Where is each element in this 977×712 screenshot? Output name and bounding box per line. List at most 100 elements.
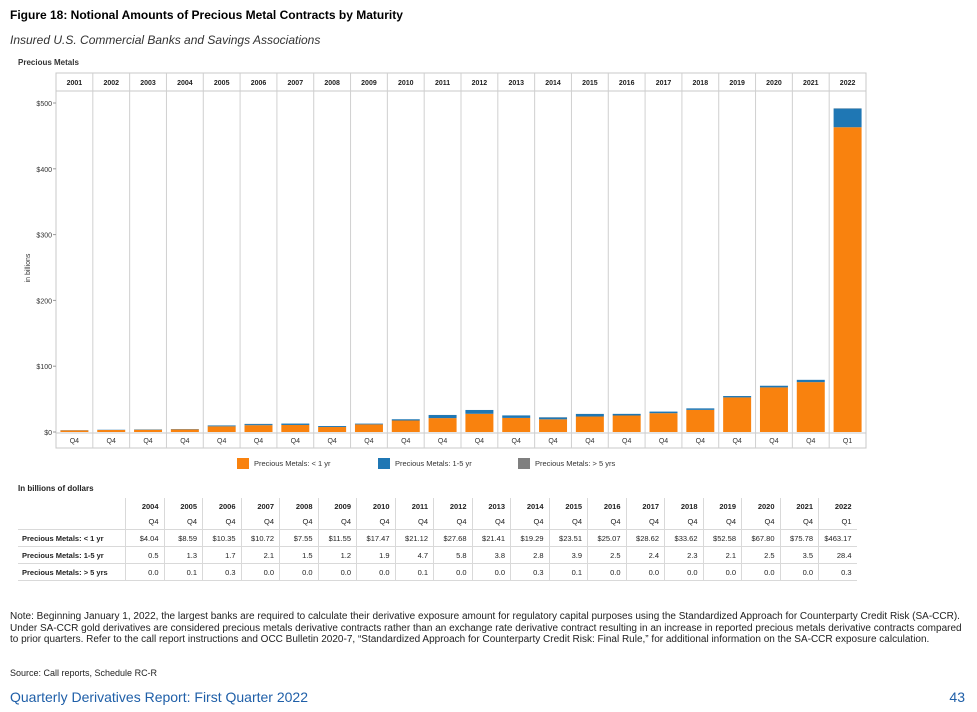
table-cell: 0.0 <box>741 563 780 581</box>
source-line: Source: Call reports, Schedule RC-R <box>10 668 158 678</box>
year-header-label: 2004 <box>177 80 193 87</box>
year-header-label: 2017 <box>656 80 672 87</box>
bar-segment-lt1 <box>428 418 457 432</box>
y-tick-label: $500 <box>36 101 52 108</box>
year-header-label: 2003 <box>140 80 156 87</box>
table-cell: 1.5 <box>279 546 318 564</box>
table-cell: $21.41 <box>471 529 511 547</box>
quarter-label: Q4 <box>659 438 668 445</box>
table-cell: 0.3 <box>818 563 857 581</box>
quarter-label: Q4 <box>327 438 336 445</box>
table-quarter-cell: Q4 <box>664 514 703 530</box>
year-header-label: 2018 <box>693 80 709 87</box>
bar-segment-lt1 <box>759 387 788 432</box>
table-year-cell: 2009 <box>317 498 357 514</box>
table-year-cell: 2013 <box>471 498 511 514</box>
table-row: Precious Metals: < 1 yr $4.04 $8.59 $10.35 $… <box>18 529 857 547</box>
quarter-label: Q4 <box>769 438 778 445</box>
quarter-label: Q4 <box>70 438 79 445</box>
table-year-cell: 2021 <box>779 498 819 514</box>
legend-label-gt5: Precious Metals: > 5 yrs <box>535 459 616 468</box>
table-year-cell: 2016 <box>587 498 626 514</box>
legend-swatch-1to5 <box>378 458 390 469</box>
table-cell: 0.3 <box>202 563 241 581</box>
table-cell: 1.3 <box>163 546 203 564</box>
figure-subtitle: Insured U.S. Commercial Banks and Saving… <box>10 33 321 47</box>
table-year-cell: 2010 <box>356 498 395 514</box>
bar-segment-1to5 <box>465 409 494 414</box>
table-year-cell: 2022 <box>818 498 857 514</box>
table-cell: 0.0 <box>317 563 357 581</box>
quarter-label: Q4 <box>217 438 226 445</box>
table-cell: 2.1 <box>702 546 742 564</box>
table-cell: 0.3 <box>510 563 549 581</box>
table-row: Precious Metals: 1-5 yr 0.5 1.3 1.7 2.1 1.5 1.… <box>18 546 857 564</box>
legend-label-lt1: Precious Metals: < 1 yr <box>254 459 331 468</box>
table-cell: 0.0 <box>702 563 742 581</box>
table-year-cell: 2018 <box>664 498 703 514</box>
bar-segment-1to5 <box>649 411 678 414</box>
year-header-label: 2011 <box>435 80 450 87</box>
bar-segment-1to5 <box>354 423 383 425</box>
chart-legend: Precious Metals: < 1 yr Precious Metals:… <box>0 458 977 472</box>
table-cell: $10.35 <box>202 529 241 547</box>
table-row: Precious Metals: > 5 yrs 0.0 0.1 0.3 0.0 0.0 0… <box>18 563 857 581</box>
year-header-label: 2006 <box>251 80 267 87</box>
table-quarter-cell: Q4 <box>702 514 742 530</box>
bar-segment-lt1 <box>207 426 236 432</box>
year-header-label: 2016 <box>619 80 635 87</box>
year-header-label: 2022 <box>840 80 856 87</box>
bar-segment-1to5 <box>318 426 347 428</box>
y-tick-label: $100 <box>36 364 52 371</box>
bar-segment-lt1 <box>170 429 199 432</box>
bar-segment-1to5 <box>391 419 420 421</box>
footnote: Note: Beginning January 1, 2022, the lar… <box>10 611 962 645</box>
table-year-cell: 2011 <box>394 498 434 514</box>
bar-segment-lt1 <box>281 424 310 432</box>
table-quarter-cell: Q4 <box>625 514 665 530</box>
bar-segment-lt1 <box>502 417 531 432</box>
legend-item-1to5: Precious Metals: 1-5 yr <box>378 458 472 469</box>
table-year-cell: 2004 <box>125 498 164 514</box>
table-cell: 3.8 <box>471 546 511 564</box>
year-header-label: 2001 <box>67 80 83 87</box>
table-cell: 1.2 <box>317 546 357 564</box>
quarter-label: Q4 <box>512 438 521 445</box>
table-cell: 2.8 <box>510 546 549 564</box>
table-cell: $67.80 <box>741 529 780 547</box>
bar-segment-lt1 <box>539 419 568 432</box>
table-cell: $4.04 <box>125 529 164 547</box>
table-cell: 2.5 <box>587 546 626 564</box>
year-header-label: 2019 <box>729 80 745 87</box>
bar-segment-lt1 <box>244 425 273 432</box>
quarter-label: Q4 <box>475 438 484 445</box>
y-tick-label: $200 <box>36 298 52 305</box>
legend-item-gt5: Precious Metals: > 5 yrs <box>518 458 615 469</box>
table-quarter-cell: Q4 <box>202 514 241 530</box>
table-cell: 0.0 <box>471 563 511 581</box>
table-quarter-cell: Q1 <box>818 514 857 530</box>
table-year-cell: 2006 <box>202 498 241 514</box>
table-cell: 0.0 <box>664 563 703 581</box>
year-header-label: 2020 <box>766 80 782 87</box>
bar-segment-1to5 <box>502 415 531 418</box>
table-year-cell: 2017 <box>625 498 665 514</box>
y-tick-label: $400 <box>36 167 52 174</box>
table-quarter-cell: Q4 <box>741 514 780 530</box>
legend-swatch-gt5 <box>518 458 530 469</box>
table-cell: $463.17 <box>818 529 857 547</box>
year-header-label: 2009 <box>361 80 377 87</box>
bar-segment-1to5 <box>759 385 788 388</box>
table-cell: 2.3 <box>664 546 703 564</box>
legend-item-lt1: Precious Metals: < 1 yr <box>237 458 331 469</box>
bar-segment-1to5 <box>686 408 715 410</box>
table-row-label: Precious Metals: < 1 yr <box>18 529 126 547</box>
table-cell: $11.55 <box>317 529 357 547</box>
table-cell: 2.1 <box>240 546 280 564</box>
year-header-label: 2012 <box>472 80 488 87</box>
bar-segment-lt1 <box>723 397 752 432</box>
bar-segment-1to5 <box>575 413 604 417</box>
table-quarter-cell: Q4 <box>510 514 549 530</box>
table-cell: 0.0 <box>125 563 164 581</box>
table-cell: $21.12 <box>394 529 434 547</box>
